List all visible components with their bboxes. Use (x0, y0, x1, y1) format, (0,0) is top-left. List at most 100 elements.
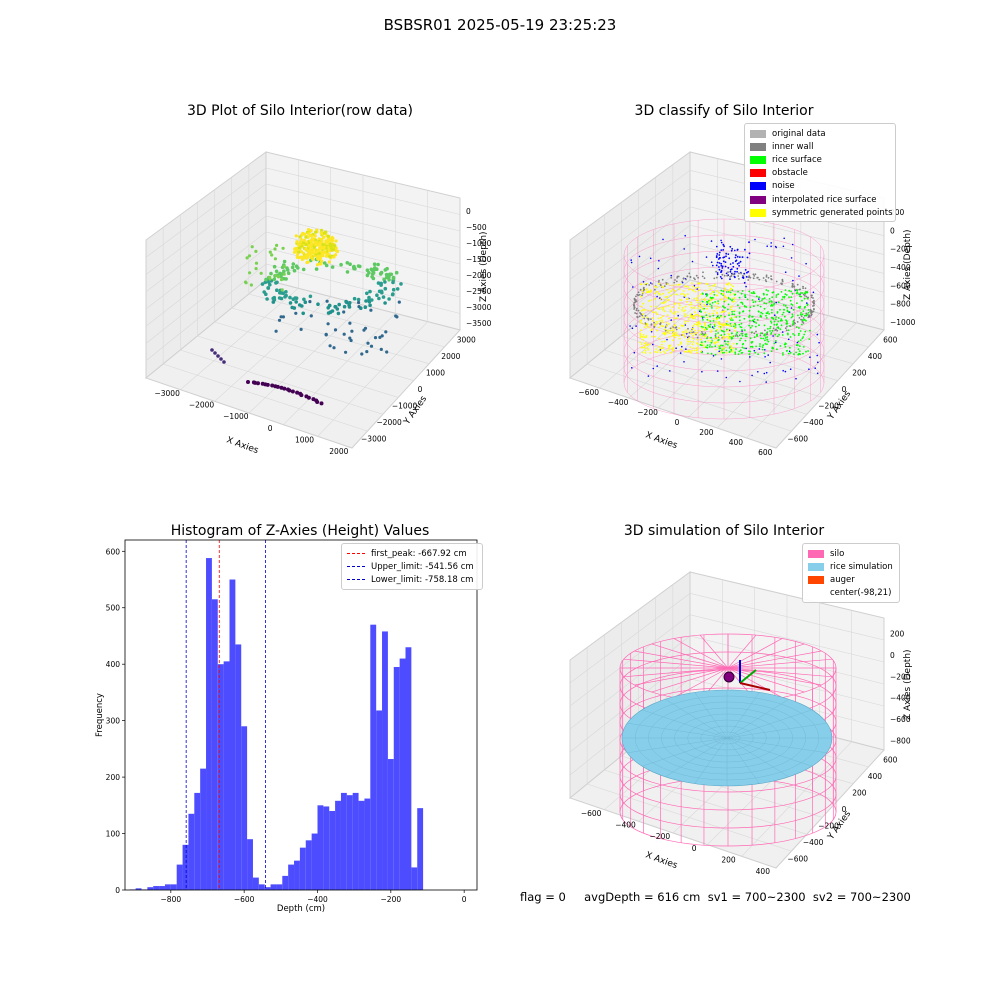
scatter-point (275, 288, 279, 293)
legend-swatch (808, 575, 824, 584)
scatter-point (706, 294, 709, 296)
scatter-point (780, 324, 783, 327)
scatter-point (723, 306, 725, 309)
scatter-point (807, 309, 810, 311)
scatter-point (692, 334, 695, 337)
scatter-point (657, 317, 660, 320)
scatter-point (713, 337, 716, 340)
scatter-point (781, 319, 783, 322)
scatter-point (716, 294, 719, 297)
scatter-point (781, 279, 784, 282)
grid-line (569, 261, 885, 359)
scatter-point (765, 317, 768, 319)
scatter-point (635, 309, 638, 312)
scatter-point (692, 341, 695, 343)
scatter-point (684, 322, 686, 325)
scatter-point (274, 329, 278, 333)
scatter-point (727, 342, 730, 345)
legend-item-lower-limit: Lower_limit: -758.18 cm (347, 573, 477, 586)
scatter-point (309, 239, 313, 243)
xtick-label: 400 (756, 867, 771, 876)
scatter-point (771, 301, 773, 303)
scatter-point (387, 278, 391, 282)
scatter-point (254, 249, 258, 253)
hist-bar (329, 810, 336, 890)
scatter-point (731, 310, 733, 313)
scatter-point (733, 316, 736, 318)
scatter-point (752, 301, 755, 304)
ztick-label: −800 (890, 736, 911, 745)
scatter-point (698, 289, 701, 292)
scatter-point (732, 265, 735, 268)
grid-line (214, 321, 414, 381)
scatter-point (799, 330, 802, 332)
scatter-point (764, 333, 766, 335)
scatter-point (729, 298, 732, 301)
scatter-point (290, 265, 295, 270)
scatter-point (687, 318, 690, 320)
scatter-point (219, 357, 223, 361)
scatter-point (777, 301, 780, 304)
scatter-point (677, 344, 680, 346)
rice-mesh (726, 709, 813, 739)
scatter-point (812, 305, 814, 307)
silo-top-spoke (673, 667, 729, 698)
scatter-point (720, 344, 722, 347)
scatter-point (713, 309, 715, 312)
scatter-point (734, 260, 737, 263)
scatter-point (754, 238, 756, 241)
scatter-point (807, 316, 810, 319)
scatter-point (659, 323, 662, 326)
scatter-point (703, 329, 706, 331)
scatter-point (736, 255, 739, 258)
scatter-point (661, 343, 663, 346)
scatter-point (665, 322, 668, 324)
scatter-point (294, 311, 298, 315)
grid-line (628, 294, 746, 399)
scatter-point (714, 301, 716, 303)
scatter-point (649, 290, 652, 293)
scatter-point (776, 348, 778, 351)
scatter-point (661, 346, 663, 349)
scatter-point (734, 351, 737, 354)
scatter-point (658, 337, 661, 340)
grid-line (214, 296, 331, 402)
scatter-point (657, 292, 660, 295)
scatter-point (710, 340, 713, 342)
ztick-label: −400 (890, 263, 911, 272)
scatter-point (696, 348, 699, 350)
scatter-point (306, 228, 311, 232)
scatter-point (702, 271, 704, 274)
scatter-point (726, 274, 728, 277)
scatter-point (787, 333, 789, 336)
scatter-point (690, 352, 693, 354)
scatter-point (272, 277, 277, 282)
scatter-point (716, 261, 719, 264)
scatter-point (738, 323, 741, 326)
scatter-point (384, 275, 389, 280)
scatter-point (757, 304, 759, 307)
scatter-point (271, 300, 276, 304)
scatter-point (685, 331, 688, 334)
scatter-point (764, 339, 766, 342)
scatter-point (753, 349, 756, 352)
scatter-point (734, 270, 736, 273)
scatter-point (652, 317, 654, 319)
scatter-point (738, 262, 740, 264)
scatter-point (279, 315, 283, 319)
scatter-point (788, 350, 791, 353)
scatter-point (802, 319, 805, 321)
scatter-point (630, 261, 633, 264)
scatter-point (657, 349, 660, 352)
silo-top-spoke (634, 650, 729, 669)
grid-line (145, 247, 461, 344)
scatter-point (662, 238, 664, 241)
scatter-point (288, 295, 292, 300)
panel1-title: 3D Plot of Silo Interior(row data) (186, 103, 414, 119)
scatter-point (801, 319, 804, 321)
silo-top-spoke (727, 667, 833, 678)
rice-mesh (627, 722, 728, 739)
scatter-point (679, 298, 681, 301)
ytick-label: 1000 (426, 368, 445, 377)
scatter-point (707, 352, 709, 355)
